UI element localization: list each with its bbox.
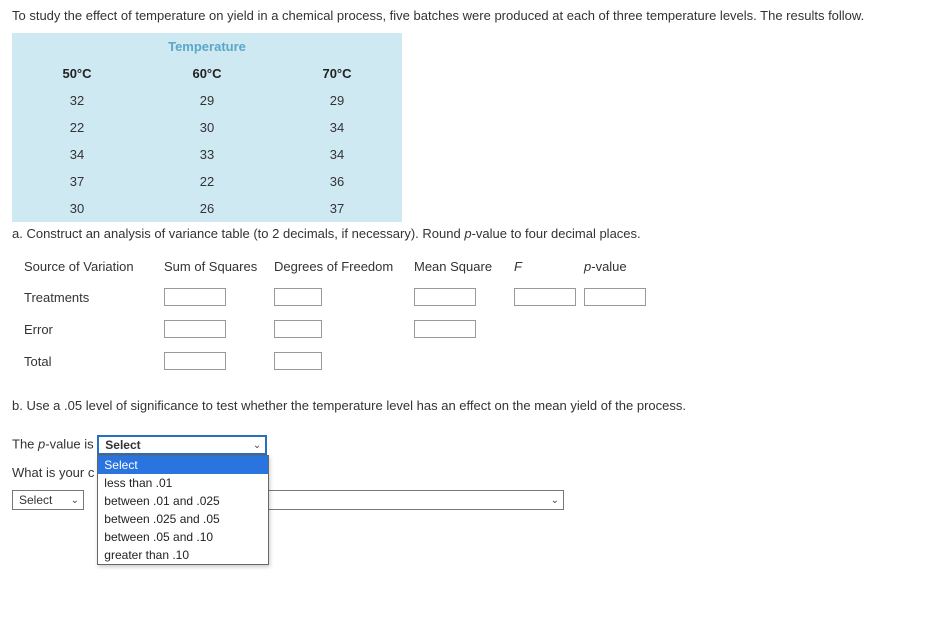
chevron-down-icon: ⌄	[253, 440, 261, 451]
pvalue-dropdown: Select less than .01 between .01 and .02…	[97, 455, 269, 565]
dropdown-option[interactable]: between .05 and .10	[98, 528, 268, 546]
anova-header-ms: Mean Square	[414, 259, 514, 274]
error-ms-input[interactable]	[414, 320, 476, 338]
anova-table: Source of Variation Sum of Squares Degre…	[24, 259, 916, 370]
treatments-ms-input[interactable]	[414, 288, 476, 306]
col-header-60c: 60°C	[142, 60, 272, 87]
treatments-df-input[interactable]	[274, 288, 322, 306]
dropdown-option[interactable]: greater than .10	[98, 546, 268, 564]
pvalue-select[interactable]: Select ⌄	[97, 435, 267, 455]
part-b-prompt: b. Use a .05 level of significance to te…	[12, 398, 916, 413]
dropdown-option[interactable]: Select	[98, 456, 268, 474]
table-row: 223034	[12, 114, 402, 141]
anova-row-total-label: Total	[24, 354, 164, 369]
error-ss-input[interactable]	[164, 320, 226, 338]
total-ss-input[interactable]	[164, 352, 226, 370]
anova-row-treatments-label: Treatments	[24, 290, 164, 305]
intro-text: To study the effect of temperature on yi…	[12, 8, 916, 23]
treatments-p-input[interactable]	[584, 288, 646, 306]
conclusion-label: What is your c	[12, 465, 94, 480]
anova-row-error-label: Error	[24, 322, 164, 337]
temperature-title: Temperature	[12, 33, 402, 60]
dropdown-option[interactable]: less than .01	[98, 474, 268, 492]
anova-header-f: F	[514, 259, 584, 274]
dropdown-option[interactable]: between .01 and .025	[98, 492, 268, 510]
col-header-50c: 50°C	[12, 60, 142, 87]
conclusion-select-2[interactable]: ⌄	[224, 490, 564, 510]
col-header-70c: 70°C	[272, 60, 402, 87]
table-row: 322929	[12, 87, 402, 114]
anova-header-source: Source of Variation	[24, 259, 164, 274]
anova-header-df: Degrees of Freedom	[274, 259, 414, 274]
table-row: 302637	[12, 195, 402, 222]
pvalue-label: The p-value is	[12, 436, 97, 451]
error-df-input[interactable]	[274, 320, 322, 338]
chevron-down-icon: ⌄	[71, 495, 79, 506]
table-row: 343334	[12, 141, 402, 168]
treatments-ss-input[interactable]	[164, 288, 226, 306]
part-a-prompt: a. Construct an analysis of variance tab…	[12, 226, 916, 241]
table-row: 372236	[12, 168, 402, 195]
conclusion-select-1[interactable]: Select ⌄	[12, 490, 84, 510]
chevron-down-icon: ⌄	[551, 495, 559, 506]
treatments-f-input[interactable]	[514, 288, 576, 306]
temperature-data-table: Temperature 50°C 60°C 70°C 322929 223034…	[12, 33, 402, 222]
dropdown-option[interactable]: between .025 and .05	[98, 510, 268, 528]
total-df-input[interactable]	[274, 352, 322, 370]
anova-header-ss: Sum of Squares	[164, 259, 274, 274]
anova-header-p: p-value	[584, 259, 664, 274]
